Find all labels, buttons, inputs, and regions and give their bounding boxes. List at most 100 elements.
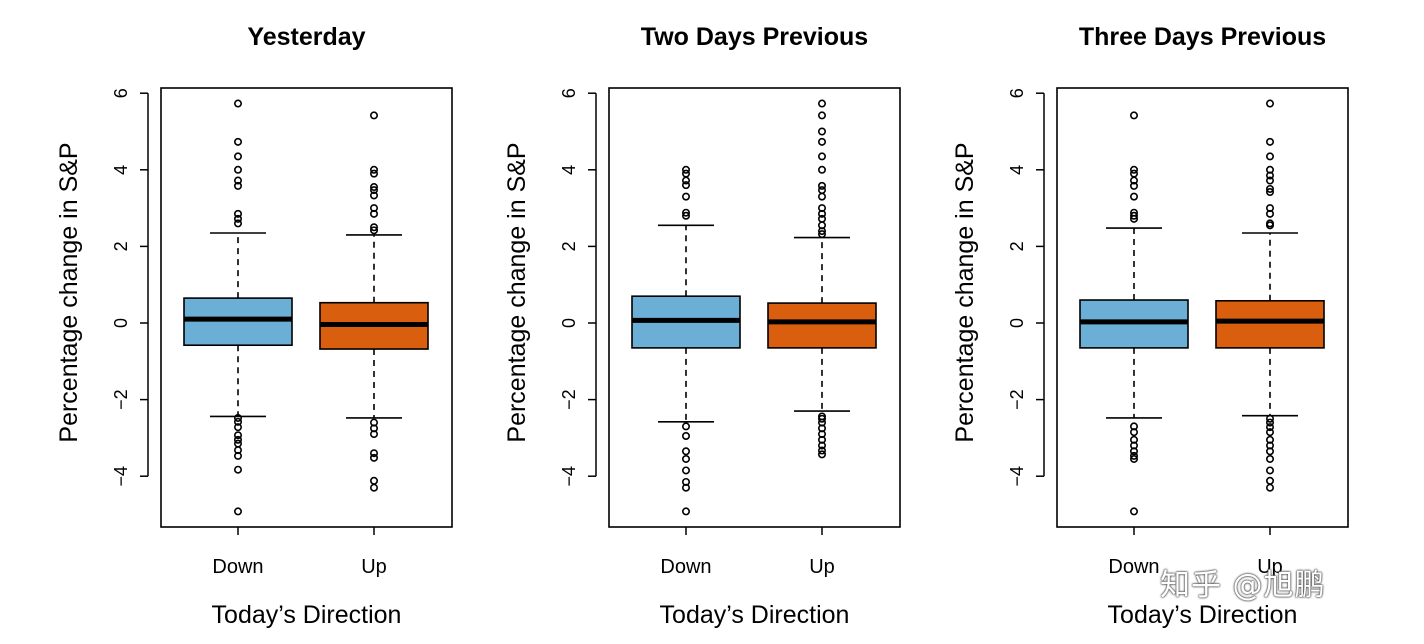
outlier-point [681,211,690,220]
x-tick-label: Up [361,556,387,578]
y-tick-label: 2 [111,241,131,251]
chart-title: Two Days Previous [641,23,868,51]
outlier-point [817,450,826,459]
outlier-point [369,430,378,439]
outlier-point [1266,99,1275,108]
outlier-point [1266,152,1275,161]
outlier-point [1130,181,1139,190]
box-down [631,165,741,516]
plot-frame [1056,87,1349,528]
outlier-point [369,483,378,492]
box-down [1079,111,1189,516]
outlier-point [369,169,378,178]
y-tick-label: 2 [1007,241,1027,251]
outlier-point [369,476,378,485]
outlier-point [234,214,243,223]
outlier-point [817,441,826,450]
outlier-point [817,192,826,201]
outlier-point [1130,211,1139,220]
box-up [767,99,877,459]
outlier-point [234,219,243,228]
outlier-point [1130,451,1139,460]
outlier-point [817,165,826,174]
outlier-point [681,431,690,440]
y-tick-label: 0 [111,318,131,328]
outlier-point [369,226,378,235]
outlier-point [1266,414,1275,423]
y-tick-label: 6 [1007,88,1027,98]
x-axis-label: Today’s Direction [1108,601,1298,629]
outlier-point [1130,507,1139,516]
outlier-point [1266,221,1275,230]
box-down [183,99,293,516]
y-tick-label: −4 [111,466,131,487]
outlier-point [369,191,378,200]
outlier-point [817,99,826,108]
y-axis-label: Percentage change in S&P [55,142,83,442]
outlier-point [234,431,243,440]
box-body [1215,299,1325,349]
y-tick-label: −2 [559,389,579,410]
plot-frame [160,87,453,528]
outlier-point [817,209,826,218]
outlier-point [1130,176,1139,185]
outlier-point [817,127,826,136]
outlier-point [817,111,826,120]
outlier-point [817,414,826,423]
outlier-point [1266,171,1275,180]
box-body [767,302,877,349]
outlier-point [681,192,690,201]
y-tick-label: −2 [111,389,131,410]
outlier-point [1266,476,1275,485]
outlier-point [1130,454,1139,463]
y-tick-label: 0 [1007,318,1027,328]
outlier-point [681,483,690,492]
outlier-point [1266,418,1275,427]
outlier-point [681,447,690,456]
outlier-point [1266,176,1275,185]
y-tick-label: 4 [1007,165,1027,175]
outlier-point [1266,428,1275,437]
outlier-point [1130,165,1139,174]
outlier-point [1266,209,1275,218]
outlier-point [369,223,378,232]
outlier-point [369,186,378,195]
outlier-point [1266,447,1275,456]
x-axis-label: Today’s Direction [660,601,850,629]
chart-panel-1: Yesterday Percentage change in S&P Today’s… [55,23,453,629]
y-axis-label: Percentage change in S&P [503,142,531,442]
outlier-point [234,99,243,108]
outlier-point [234,465,243,474]
outlier-point [369,111,378,120]
outlier-point [681,466,690,475]
outlier-point [234,507,243,516]
outlier-point [369,183,378,192]
chart-title: Three Days Previous [1079,23,1326,51]
outlier-point [369,449,378,458]
x-tick-label: Up [809,556,835,578]
chart-panel-3: Three Days Previous Percentage change in … [951,23,1349,629]
outlier-point [1130,192,1139,201]
outlier-point [1266,188,1275,197]
y-tick-label: 4 [559,165,579,175]
outlier-point [681,422,690,431]
outlier-point [681,176,690,185]
outlier-point [817,152,826,161]
outlier-point [234,209,243,218]
chart-panel-2: Two Days Previous Percentage change in S&… [503,23,901,629]
outlier-point [1130,111,1139,120]
outlier-point [234,413,243,422]
outlier-point [681,165,690,174]
outlier-point [234,435,243,444]
x-tick-label: Down [212,556,263,578]
outlier-point [817,186,826,195]
outlier-point [681,208,690,217]
box-up [1215,99,1325,492]
outlier-point [681,507,690,516]
y-tick-label: 0 [559,318,579,328]
outlier-point [681,454,690,463]
chart-title: Yesterday [247,23,365,51]
outlier-point [1266,423,1275,432]
outlier-point [681,181,690,190]
